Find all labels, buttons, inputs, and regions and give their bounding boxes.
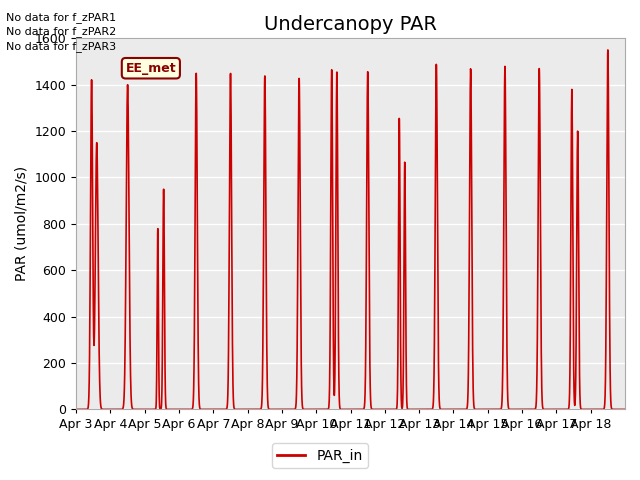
Text: No data for f_zPAR2: No data for f_zPAR2 xyxy=(6,26,116,37)
Y-axis label: PAR (umol/m2/s): PAR (umol/m2/s) xyxy=(15,166,29,281)
Text: EE_met: EE_met xyxy=(125,62,176,75)
Text: No data for f_zPAR3: No data for f_zPAR3 xyxy=(6,41,116,52)
Text: No data for f_zPAR1: No data for f_zPAR1 xyxy=(6,12,116,23)
Title: Undercanopy PAR: Undercanopy PAR xyxy=(264,15,437,34)
Legend: PAR_in: PAR_in xyxy=(272,443,368,468)
